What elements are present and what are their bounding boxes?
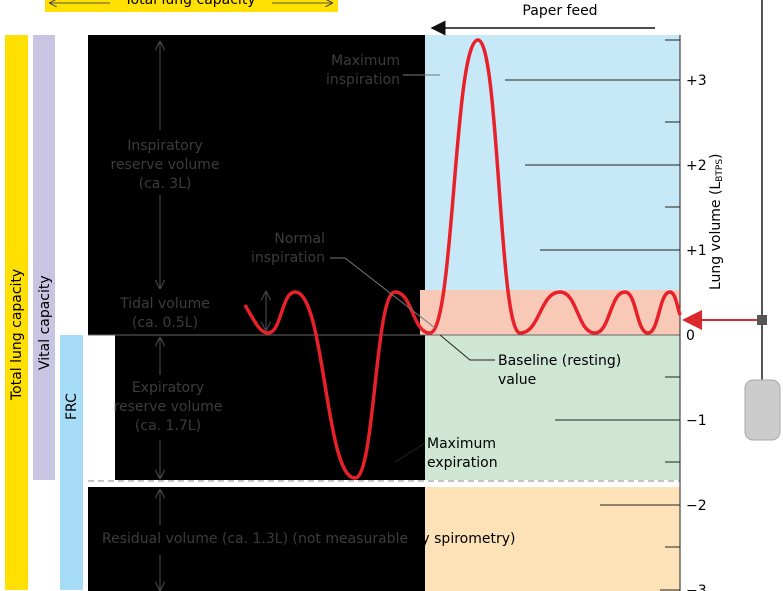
inspiratory-reserve: reserve volume — [111, 157, 220, 173]
tidal-volume: Tidal volume — [119, 296, 210, 312]
inspiratory-reserve: (ca. 3L) — [139, 176, 192, 192]
vc-bar — [33, 35, 55, 480]
region — [425, 35, 680, 290]
tick-label: −1 — [686, 413, 707, 429]
expiratory-reserve: reserve volume — [114, 399, 223, 415]
frc-label: FRC — [64, 393, 80, 420]
double-arrows — [160, 42, 266, 590]
ticks — [505, 39, 680, 591]
inspiratory-reserve: Inspiratory — [127, 138, 203, 154]
region — [425, 335, 680, 480]
tlc-bar — [5, 35, 28, 590]
maximum-expiration: expiration — [427, 455, 498, 471]
maximum-inspiration: inspiration — [326, 72, 400, 88]
tick-label: +3 — [686, 73, 707, 89]
tick-label: +1 — [686, 243, 707, 259]
tick-label: −3 — [686, 583, 707, 591]
tick-label: +2 — [686, 158, 707, 174]
vc-label: Vital capacity — [37, 275, 53, 370]
spirogram — [243, 38, 682, 480]
paper-feed: Paper feed — [522, 3, 597, 19]
baseline: Baseline (resting) — [498, 353, 621, 369]
baseline: value — [498, 372, 536, 388]
leaders — [330, 74, 495, 463]
region — [425, 487, 680, 591]
tick-label: −2 — [686, 498, 707, 514]
maximum-expiration: Maximum — [427, 436, 496, 452]
expiratory-reserve: (ca. 1.7L) — [135, 418, 201, 434]
top-bar — [45, 0, 338, 12]
residual-volume: Residual volume (ca. 1.3L) (not measurab… — [102, 531, 515, 547]
spirometer-pivot — [757, 315, 767, 325]
tick-label: 0 — [686, 328, 695, 344]
expiratory-reserve: Expiratory — [132, 380, 204, 396]
normal-inspiration: Normal — [274, 231, 325, 247]
tlc-label: Total lung capacity — [9, 269, 25, 401]
region — [88, 487, 425, 591]
axis-label: Lung volume (LBTPS) — [708, 154, 725, 291]
maximum-inspiration: Maximum — [331, 53, 400, 69]
header-title: Total lung capacity — [123, 0, 255, 8]
frc-bar — [60, 335, 83, 590]
region — [88, 35, 425, 335]
tidal-volume: (ca. 0.5L) — [132, 315, 198, 331]
normal-inspiration: inspiration — [251, 250, 325, 266]
spirometer-weight — [744, 379, 781, 441]
